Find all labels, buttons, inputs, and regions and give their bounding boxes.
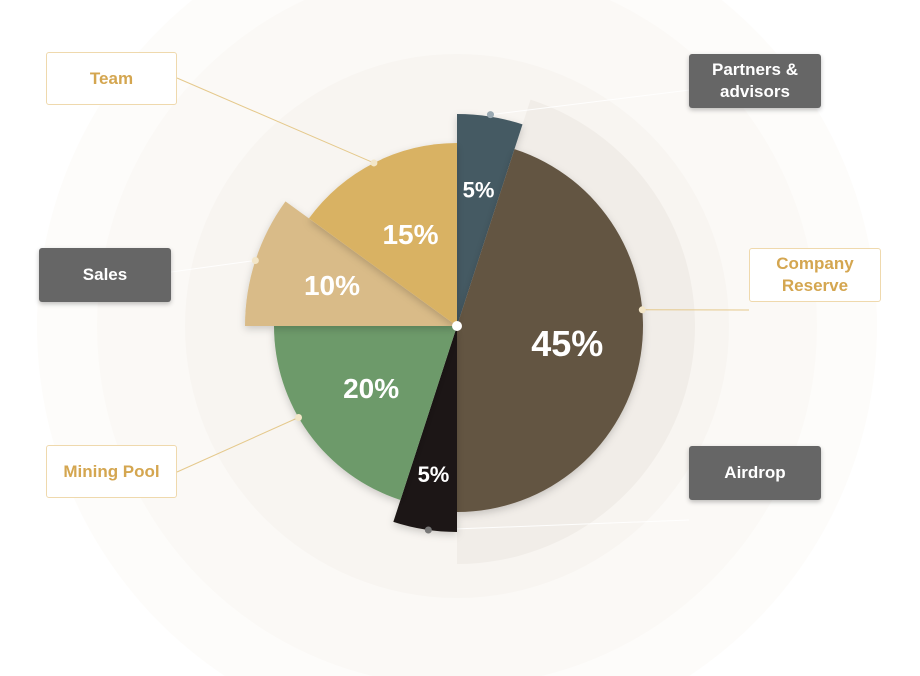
leader-line-mining-pool xyxy=(176,417,299,473)
legend-company-reserve: Company Reserve xyxy=(749,248,881,302)
leader-line-sales xyxy=(170,259,256,273)
legend-airdrop: Airdrop xyxy=(689,446,821,500)
slice-airdrop xyxy=(393,326,457,532)
legend-mining-pool-text: Mining Pool xyxy=(63,461,160,481)
slice-sales xyxy=(245,201,457,326)
legend-sales: Sales xyxy=(39,248,171,302)
anchor-dot-partners-advisors xyxy=(486,111,494,119)
value-label-mining-pool: 20% xyxy=(343,373,399,404)
leader-lines xyxy=(170,77,756,531)
value-label-company-reserve: 45% xyxy=(531,323,603,364)
legend-airdrop-text: Airdrop xyxy=(724,463,786,482)
anchor-dot-sales xyxy=(251,256,259,264)
anchor-dots xyxy=(251,111,646,534)
legend-team-text: Team xyxy=(89,68,134,88)
anchor-dot-mining-pool xyxy=(295,414,303,421)
legend-partners-advisors-text: Partners & advisors xyxy=(712,60,798,101)
slice-company-reserve xyxy=(457,149,643,512)
slice-team xyxy=(308,143,457,326)
value-label-team: 15% xyxy=(382,219,438,250)
legend-mining-pool: Mining Pool xyxy=(46,445,177,498)
legend-partners-advisors: Partners & advisors xyxy=(689,54,821,108)
anchor-dot-company-reserve xyxy=(638,306,646,314)
slice-partners-advisors xyxy=(457,114,523,326)
leader-line-airdrop xyxy=(428,519,690,531)
value-label-partners-advisors: 5% xyxy=(463,177,495,202)
anchor-dot-airdrop xyxy=(424,526,432,534)
slice-mining-pool xyxy=(274,326,457,501)
leader-line-team xyxy=(176,77,375,164)
value-label-airdrop: 5% xyxy=(418,462,450,487)
percent-labels: 5% 45% 5% 20% 10% 15% xyxy=(304,177,603,487)
center-dot xyxy=(452,321,462,331)
value-label-sales: 10% xyxy=(304,270,360,301)
legend-company-reserve-text: Company Reserve xyxy=(776,254,854,295)
anchor-dot-team xyxy=(370,159,378,167)
pie-slices xyxy=(245,114,643,532)
legend-sales-text: Sales xyxy=(82,265,128,284)
legend-team: Team xyxy=(46,52,177,105)
